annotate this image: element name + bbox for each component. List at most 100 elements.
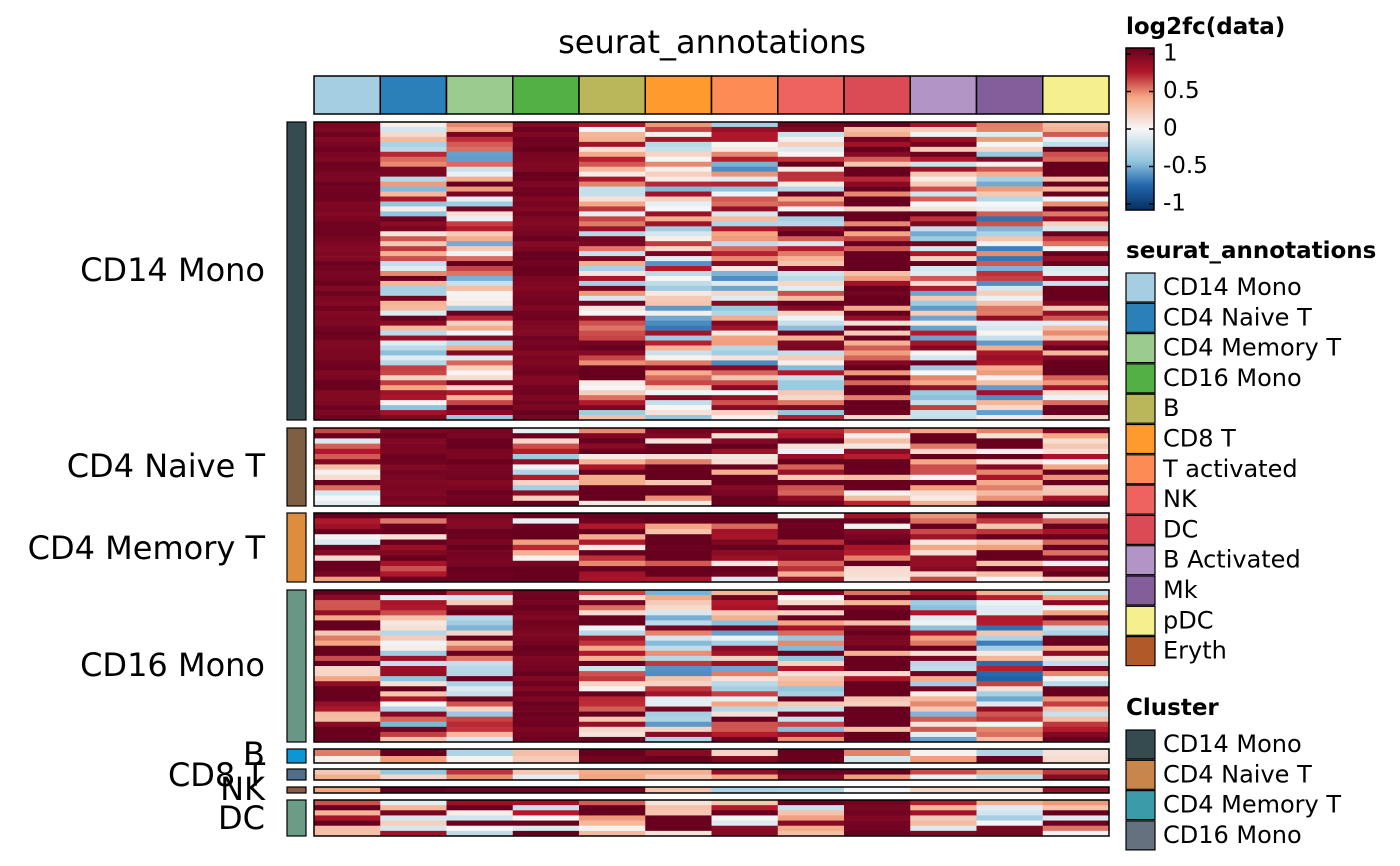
heatmap-cell <box>1042 671 1110 677</box>
heatmap-cell <box>976 231 1044 237</box>
heatmap-cell <box>844 474 911 481</box>
heatmap-cell <box>512 256 580 262</box>
heatmap-cell <box>844 266 911 272</box>
heatmap-cell <box>380 340 447 346</box>
heatmap-cell <box>579 310 646 316</box>
heatmap-cell <box>446 825 514 832</box>
heatmap-cell <box>512 126 580 133</box>
heatmap-cell <box>844 161 911 167</box>
heatmap-cell <box>314 433 381 439</box>
heatmap-cell <box>910 749 977 757</box>
heatmap-cell <box>446 600 514 606</box>
heatmap-cell <box>380 544 447 551</box>
heatmap-slice-border <box>313 768 1110 781</box>
heatmap-cell <box>777 523 845 530</box>
heatmap-cell <box>645 726 712 733</box>
heatmap-cell <box>512 340 580 346</box>
heatmap-cell <box>1042 300 1110 307</box>
heatmap-cell <box>777 375 845 381</box>
heatmap-cell <box>380 800 447 806</box>
heatmap-cell <box>512 480 580 486</box>
heatmap-cell <box>910 181 977 187</box>
heatmap-cell <box>976 206 1044 212</box>
heatmap-cell <box>1042 226 1110 232</box>
heatmap-cell <box>910 686 977 692</box>
heatmap-cell <box>579 428 646 434</box>
heatmap-cell <box>711 290 779 297</box>
heatmap-cell <box>579 701 646 707</box>
heatmap-cell <box>777 495 845 502</box>
heatmap-cell <box>314 485 381 491</box>
heatmap-cell <box>777 256 845 262</box>
heatmap-cell <box>910 464 977 470</box>
heatmap-cell <box>380 576 447 583</box>
heatmap-cell <box>645 595 712 601</box>
heatmap-cell <box>512 335 580 341</box>
heatmap-cell <box>711 736 779 743</box>
heatmap-cell <box>976 370 1044 376</box>
heatmap-cell <box>446 295 514 302</box>
heatmap-slice-border <box>313 589 1110 743</box>
heatmap-cell <box>645 206 712 212</box>
heatmap-cell <box>777 221 845 227</box>
heatmap-cell <box>380 196 447 202</box>
heatmap-cell <box>645 706 712 712</box>
heatmap-cell <box>976 176 1044 182</box>
heatmap-cell <box>314 560 381 567</box>
heatmap-cell <box>711 161 779 167</box>
heatmap-cell <box>976 410 1044 416</box>
heatmap-cell <box>910 443 977 450</box>
heatmap-cell <box>579 696 646 702</box>
heatmap-cell <box>380 151 447 158</box>
heatmap-cell <box>380 523 447 530</box>
legend-swatch <box>1125 729 1156 760</box>
heatmap-cell <box>645 320 712 326</box>
heatmap-cell <box>910 226 977 232</box>
heatmap-cell <box>976 196 1044 202</box>
heatmap-cell <box>314 206 381 212</box>
heatmap-cell <box>777 415 845 421</box>
heatmap-cell <box>844 246 911 252</box>
heatmap-cell <box>910 485 977 491</box>
heatmap-cell <box>844 454 911 460</box>
heatmap-cell <box>314 315 381 321</box>
heatmap-cell <box>976 340 1044 346</box>
heatmap-cell <box>777 716 845 723</box>
heatmap-cell <box>844 271 911 277</box>
heatmap-cell <box>446 650 514 657</box>
heatmap-cell <box>844 226 911 232</box>
heatmap-cell <box>910 385 977 391</box>
row-annotation-cell <box>286 427 307 507</box>
heatmap-cell <box>512 716 580 723</box>
heatmap-cell <box>1042 716 1110 723</box>
heatmap-cell <box>910 539 977 546</box>
heatmap-cell <box>446 290 514 297</box>
heatmap-cell <box>446 395 514 401</box>
heatmap-cell <box>512 769 580 775</box>
heatmap-cell <box>512 241 580 247</box>
heatmap-cell <box>446 350 514 356</box>
heatmap-cell <box>976 630 1044 636</box>
legend-label: pDC <box>1163 606 1213 634</box>
heatmap-cell <box>976 290 1044 297</box>
heatmap-cell <box>777 774 845 781</box>
heatmap-cell <box>844 251 911 257</box>
heatmap-cell <box>910 285 977 292</box>
heatmap-cell <box>446 640 514 647</box>
heatmap-cell <box>976 655 1044 662</box>
heatmap-cell <box>380 166 447 172</box>
heatmap-cell <box>976 825 1044 832</box>
heatmap-cell <box>910 650 977 657</box>
heatmap-slice-border <box>313 512 1110 583</box>
heatmap-cell <box>777 815 845 821</box>
heatmap-cell <box>976 330 1044 336</box>
heatmap-cell <box>645 211 712 217</box>
heatmap-cell <box>446 495 514 502</box>
heatmap-cell <box>976 650 1044 657</box>
row-group-label: CD16 Mono <box>80 646 265 684</box>
heatmap-cell <box>645 605 712 611</box>
heatmap-cell <box>777 691 845 697</box>
heatmap-cell <box>1042 271 1110 277</box>
heatmap-cell <box>777 820 845 827</box>
